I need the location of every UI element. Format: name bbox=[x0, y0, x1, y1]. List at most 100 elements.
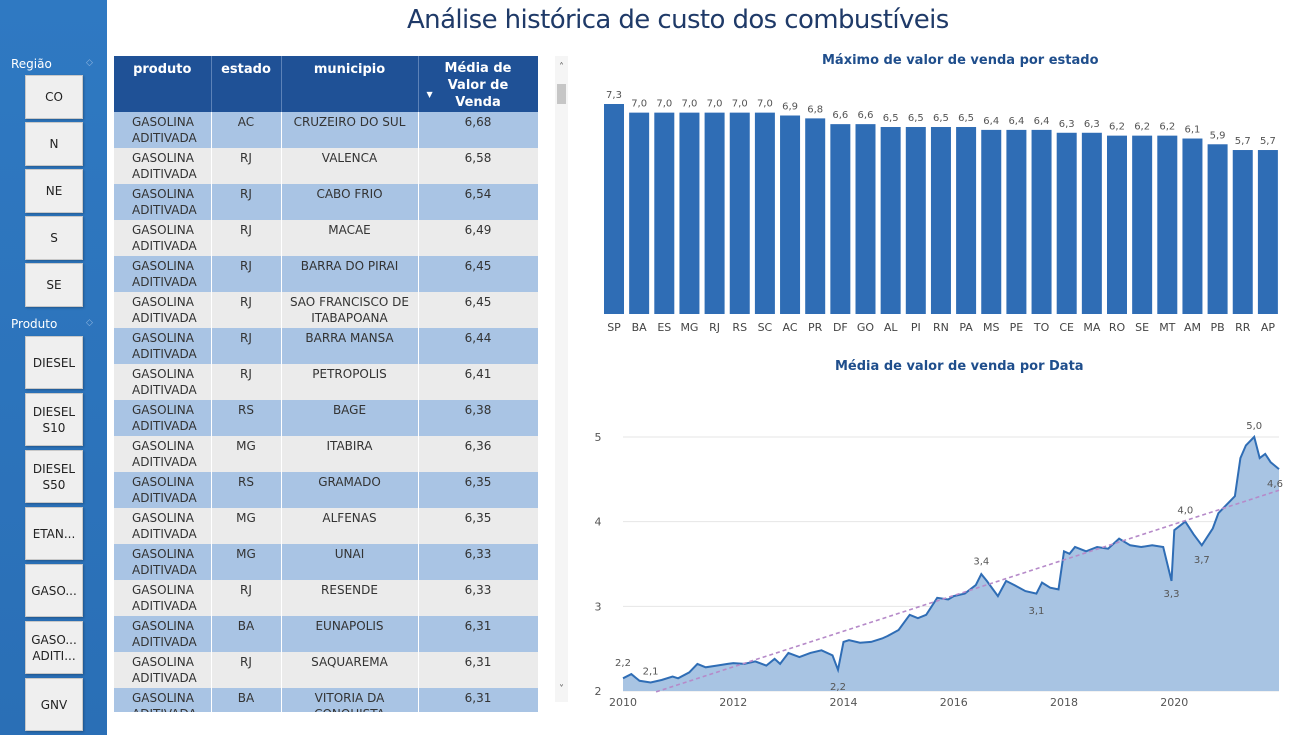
point-data-label: 2,1 bbox=[643, 667, 659, 678]
table-row[interactable]: GASOLINA ADITIVADA RJ PETROPOLIS 6,41 bbox=[114, 364, 538, 400]
bar-data-label: 6,5 bbox=[908, 113, 924, 124]
cell-media: 6,35 bbox=[418, 508, 538, 544]
bar-PR[interactable] bbox=[805, 118, 826, 314]
x-tick-label: 2016 bbox=[940, 696, 968, 709]
scroll-up-icon[interactable]: ˄ bbox=[559, 62, 564, 73]
y-tick-label: 3 bbox=[595, 600, 602, 613]
produto-button-1[interactable]: DIESEL S10 bbox=[25, 393, 83, 446]
cell-media: 6,33 bbox=[418, 580, 538, 616]
produto-button-6[interactable]: GNV bbox=[25, 678, 83, 731]
bar-MA[interactable] bbox=[1081, 132, 1102, 314]
bar-AM[interactable] bbox=[1182, 138, 1203, 314]
bar-RN[interactable] bbox=[930, 127, 951, 314]
regiao-button-ne[interactable]: NE bbox=[25, 169, 83, 213]
cell-estado: MG bbox=[211, 436, 282, 472]
bar-SC[interactable] bbox=[754, 112, 775, 314]
cell-media: 6,54 bbox=[418, 184, 538, 220]
bar-category-label: AL bbox=[884, 321, 899, 334]
table-row[interactable]: GASOLINA ADITIVADA MG ITABIRA 6,36 bbox=[114, 436, 538, 472]
produto-button-3[interactable]: ETAN... bbox=[25, 507, 83, 560]
bar-AC[interactable] bbox=[780, 115, 801, 314]
cell-municipio: VITORIA DA CONQUISTA bbox=[281, 688, 419, 712]
cell-estado: RJ bbox=[211, 328, 282, 364]
produto-button-0[interactable]: DIESEL bbox=[25, 336, 83, 389]
cell-estado: RJ bbox=[211, 256, 282, 292]
bar-category-label: AP bbox=[1261, 321, 1276, 334]
cell-media: 6,38 bbox=[418, 400, 538, 436]
table-row[interactable]: GASOLINA ADITIVADA RJ BARRA DO PIRAI 6,45 bbox=[114, 256, 538, 292]
column-header-media[interactable]: Média de Valor de Venda ▼ bbox=[418, 56, 538, 112]
bar-SE[interactable] bbox=[1132, 135, 1153, 314]
line-chart-title: Média de valor de venda por Data bbox=[835, 359, 1084, 374]
column-header-estado[interactable]: estado bbox=[211, 56, 282, 112]
produto-button-5[interactable]: GASO... ADITI... bbox=[25, 621, 83, 674]
table-row[interactable]: GASOLINA ADITIVADA RJ RESENDE 6,33 bbox=[114, 580, 538, 616]
cell-media: 6,36 bbox=[418, 436, 538, 472]
produto-button-4[interactable]: GASO... bbox=[25, 564, 83, 617]
bar-PA[interactable] bbox=[956, 127, 977, 314]
bar-SP[interactable] bbox=[604, 104, 624, 314]
bar-category-label: PI bbox=[911, 321, 921, 334]
bar-data-label: 7,0 bbox=[707, 99, 723, 110]
bar-PB[interactable] bbox=[1207, 144, 1228, 314]
table-row[interactable]: GASOLINA ADITIVADA RJ MACAE 6,49 bbox=[114, 220, 538, 256]
produto-clear-icon[interactable]: ◇ bbox=[86, 318, 93, 328]
produto-button-2[interactable]: DIESEL S50 bbox=[25, 450, 83, 503]
cell-media: 6,44 bbox=[418, 328, 538, 364]
table-row[interactable]: GASOLINA ADITIVADA RJ SAQUAREMA 6,31 bbox=[114, 652, 538, 688]
table-row[interactable]: GASOLINA ADITIVADA RJ CABO FRIO 6,54 bbox=[114, 184, 538, 220]
regiao-button-se[interactable]: SE bbox=[25, 263, 83, 307]
scroll-thumb[interactable] bbox=[557, 84, 566, 104]
bar-AL[interactable] bbox=[880, 127, 901, 314]
table-row[interactable]: GASOLINA ADITIVADABAVITORIA DA CONQUISTA… bbox=[114, 688, 538, 712]
bar-RJ[interactable] bbox=[704, 112, 725, 314]
table-row[interactable]: GASOLINA ADITIVADA MG ALFENAS 6,35 bbox=[114, 508, 538, 544]
line-chart: 2 3 4 5 2010 2012 2014 2016 2018 2020 2,2 2,1 2,2 3,4… bbox=[595, 421, 1283, 709]
bar-DF[interactable] bbox=[830, 124, 851, 314]
table-row[interactable]: GASOLINA ADITIVADA MG UNAI 6,33 bbox=[114, 544, 538, 580]
table-row[interactable]: GASOLINA ADITIVADA RS BAGE 6,38 bbox=[114, 400, 538, 436]
regiao-button-n[interactable]: N bbox=[25, 122, 83, 166]
regiao-button-co[interactable]: CO bbox=[25, 75, 83, 119]
table-row[interactable]: GASOLINA ADITIVADA RJ BARRA MANSA 6,44 bbox=[114, 328, 538, 364]
column-header-media-label: Média de Valor de Venda bbox=[444, 61, 512, 110]
cell-estado: BA bbox=[211, 688, 282, 712]
cell-produto: GASOLINA ADITIVADA bbox=[114, 580, 212, 616]
bar-MS[interactable] bbox=[981, 129, 1002, 314]
bar-MT[interactable] bbox=[1157, 135, 1178, 314]
point-data-label: 3,7 bbox=[1194, 555, 1210, 566]
bar-GO[interactable] bbox=[855, 124, 876, 314]
cell-estado: MG bbox=[211, 544, 282, 580]
bar-category-label: MT bbox=[1159, 321, 1175, 334]
bar-category-label: MS bbox=[983, 321, 999, 334]
bar-RS[interactable] bbox=[729, 112, 750, 314]
bar-RR[interactable] bbox=[1232, 150, 1253, 314]
bar-TO[interactable] bbox=[1031, 129, 1052, 314]
bar-RO[interactable] bbox=[1107, 135, 1127, 314]
bar-category-label: SP bbox=[607, 321, 621, 334]
bar-PE[interactable] bbox=[1006, 129, 1027, 314]
bar-category-label: RN bbox=[933, 321, 949, 334]
table-row[interactable]: GASOLINA ADITIVADA RJ SAO FRANCISCO DE ITA… bbox=[114, 292, 538, 328]
bar-CE[interactable] bbox=[1056, 132, 1077, 314]
table-row[interactable]: GASOLINA ADITIVADA RJ VALENCA 6,58 bbox=[114, 148, 538, 184]
regiao-clear-icon[interactable]: ◇ bbox=[86, 58, 93, 68]
bar-MG[interactable] bbox=[679, 112, 700, 314]
table-row[interactable]: GASOLINA ADITIVADA BA EUNAPOLIS 6,31 bbox=[114, 616, 538, 652]
table-row[interactable]: GASOLINA ADITIVADA RS GRAMADO 6,35 bbox=[114, 472, 538, 508]
table-scrollbar[interactable]: ˄ ˅ bbox=[555, 56, 568, 702]
scroll-down-icon[interactable]: ˅ bbox=[559, 684, 564, 695]
regiao-label: Região bbox=[11, 57, 52, 71]
regiao-button-s[interactable]: S bbox=[25, 216, 83, 260]
column-header-produto[interactable]: produto bbox=[114, 56, 212, 112]
cell-media: 6,45 bbox=[418, 292, 538, 328]
table-row[interactable]: GASOLINA ADITIVADA AC CRUZEIRO DO SUL 6,68 bbox=[114, 112, 538, 148]
column-header-municipio[interactable]: municipio bbox=[281, 56, 419, 112]
bar-BA[interactable] bbox=[629, 112, 650, 314]
bar-PI[interactable] bbox=[905, 127, 926, 314]
cell-municipio: RESENDE bbox=[281, 580, 419, 616]
bar-AP[interactable] bbox=[1257, 150, 1278, 314]
area-fill bbox=[623, 436, 1279, 691]
bar-ES[interactable] bbox=[654, 112, 675, 314]
y-tick-label: 4 bbox=[595, 516, 602, 529]
